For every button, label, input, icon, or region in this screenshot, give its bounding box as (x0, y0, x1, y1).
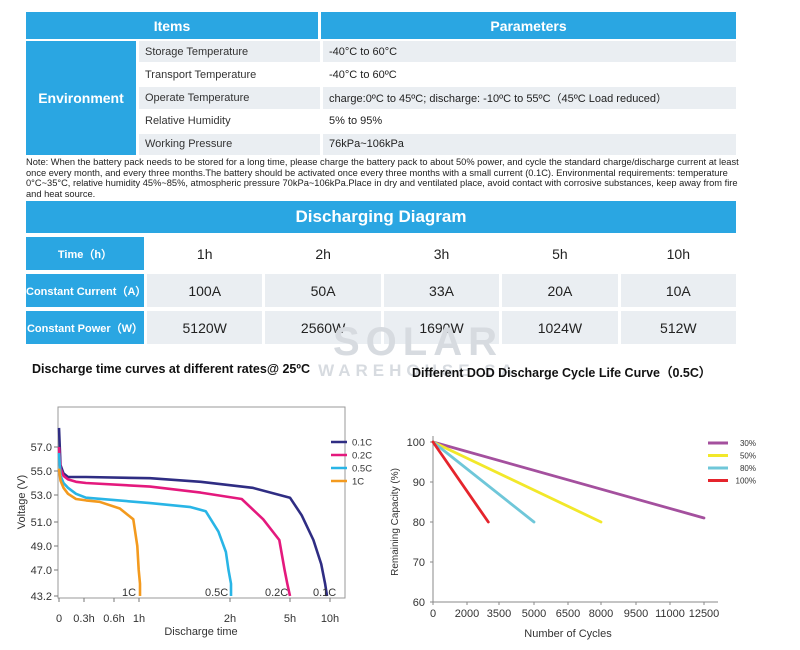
environment-body: Environment Storage Temperature -40°C to… (26, 41, 736, 155)
y-axis-title: Remaining Capacity (%) (390, 468, 401, 576)
x-tick-label: 0 (430, 608, 436, 620)
dis-cell: 1690W (384, 311, 499, 344)
parameters-header: Parameters (321, 12, 736, 39)
y-tick-label: 60 (413, 597, 425, 609)
legend-label: 0.2C (352, 451, 372, 462)
dis-row-current: Constant Current（A） 100A 50A 33A 20A 10A (26, 274, 736, 307)
dis-cell: 100A (147, 274, 262, 307)
series-end-label: 0.2C (265, 587, 288, 599)
x-tick-label: 0.6h (103, 613, 124, 625)
y-tick-label: 80 (413, 517, 425, 529)
y-tick-label: 49.0 (31, 541, 52, 553)
legend-label: 0.1C (352, 438, 372, 449)
x-tick-label: 12500 (689, 608, 720, 620)
y-tick-label: 43.2 (31, 591, 52, 603)
y-tick-label: 70 (413, 557, 425, 569)
discharge-chart: 57.0 55.0 53.0 51.0 49.0 47.0 43.2 0 0.3h 0.6h 1h 2… (0, 385, 380, 645)
dis-cell: 5120W (147, 311, 262, 344)
env-item-value: 5% to 95% (323, 111, 736, 132)
x-tick-label: 0 (56, 613, 62, 625)
x-axis-title: Number of Cycles (524, 628, 612, 640)
environment-header: Items Parameters (26, 12, 736, 39)
discharge-chart-title: Discharge time curves at different rates… (32, 362, 310, 376)
dis-cell: 512W (621, 311, 736, 344)
env-item-value: charge:0ºC to 45ºC; discharge: -10ºC to … (323, 87, 736, 108)
y-tick-label: 51.0 (31, 517, 52, 529)
env-item-name: Operate Temperature (139, 87, 320, 108)
dis-cell: 2h (265, 237, 380, 270)
environment-label: Environment (26, 41, 136, 155)
y-axis-title: Voltage (V) (16, 475, 28, 529)
dis-row-power: Constant Power（W） 5120W 2560W 1690W 1024… (26, 311, 736, 344)
y-tick-label: 55.0 (31, 466, 52, 478)
x-tick-label: 9500 (624, 608, 648, 620)
storage-note: Note: When the battery pack needs to be … (26, 157, 741, 199)
dis-cell: 33A (384, 274, 499, 307)
env-item-value: -40°C to 60ºC (323, 64, 736, 85)
y-tick-label: 90 (413, 477, 425, 489)
x-tick-label: 2000 (455, 608, 479, 620)
env-row-operate: Operate Temperature charge:0ºC to 45ºC; … (139, 87, 736, 108)
dis-cell: 1024W (502, 311, 617, 344)
legend-label: 1C (352, 477, 364, 488)
items-header: Items (26, 12, 318, 39)
env-item-name: Transport Temperature (139, 64, 320, 85)
env-item-value: 76kPa~106kPa (323, 134, 736, 155)
x-tick-label: 10h (321, 613, 339, 625)
env-item-value: -40°C to 60°C (323, 41, 736, 62)
env-row-storage: Storage Temperature -40°C to 60°C (139, 41, 736, 62)
y-tick-label: 100 (407, 437, 425, 449)
x-tick-label: 3500 (487, 608, 511, 620)
env-item-name: Storage Temperature (139, 41, 320, 62)
legend-label: 30% (740, 439, 756, 448)
dis-cell: 2560W (265, 311, 380, 344)
legend-label: 0.5C (352, 464, 372, 475)
environment-table: Items Parameters Environment Storage Tem… (26, 12, 736, 155)
legend-label: 100% (736, 477, 756, 486)
env-row-transport: Transport Temperature -40°C to 60ºC (139, 64, 736, 85)
discharging-table: Discharging Diagram Time（h） 1h 2h 3h 5h … (26, 201, 736, 344)
x-tick-label: 0.3h (73, 613, 94, 625)
dis-cell: 5h (502, 237, 617, 270)
dis-row-label: Constant Power（W） (26, 311, 144, 344)
discharging-title: Discharging Diagram (26, 201, 736, 233)
dod-cycle-chart: 60 70 80 90 100 0 2000 3500 5000 6500 8000 9500 1100… (382, 385, 782, 645)
dis-row-time: Time（h） 1h 2h 3h 5h 10h (26, 237, 736, 270)
env-item-name: Working Pressure (139, 134, 320, 155)
series-end-label: 0.1C (313, 587, 336, 599)
x-tick-label: 2h (224, 613, 236, 625)
legend-label: 50% (740, 452, 756, 461)
x-tick-label: 5000 (522, 608, 546, 620)
legend-label: 80% (740, 464, 756, 473)
environment-rows: Storage Temperature -40°C to 60°C Transp… (139, 41, 736, 155)
series-end-label: 1C (122, 587, 136, 599)
x-tick-label: 6500 (556, 608, 580, 620)
dis-cell: 10h (621, 237, 736, 270)
y-tick-label: 57.0 (31, 442, 52, 454)
x-tick-label: 11000 (655, 608, 685, 620)
dis-cell: 10A (621, 274, 736, 307)
dod-chart-title: Different DOD Discharge Cycle Life Curve… (412, 362, 711, 381)
dis-row-label: Constant Current（A） (26, 274, 144, 307)
x-tick-label: 5h (284, 613, 296, 625)
series-end-label: 0.5C (205, 587, 228, 599)
dis-row-label: Time（h） (26, 237, 144, 270)
x-axis-title: Discharge time (164, 626, 237, 638)
x-tick-label: 1h (133, 613, 145, 625)
env-row-pressure: Working Pressure 76kPa~106kPa (139, 134, 736, 155)
dis-cell: 1h (147, 237, 262, 270)
env-item-name: Relative Humidity (139, 111, 320, 132)
env-row-humidity: Relative Humidity 5% to 95% (139, 111, 736, 132)
y-tick-label: 53.0 (31, 490, 52, 502)
x-tick-label: 8000 (589, 608, 613, 620)
dis-cell: 20A (502, 274, 617, 307)
y-tick-label: 47.0 (31, 565, 52, 577)
dis-cell: 3h (384, 237, 499, 270)
dis-cell: 50A (265, 274, 380, 307)
